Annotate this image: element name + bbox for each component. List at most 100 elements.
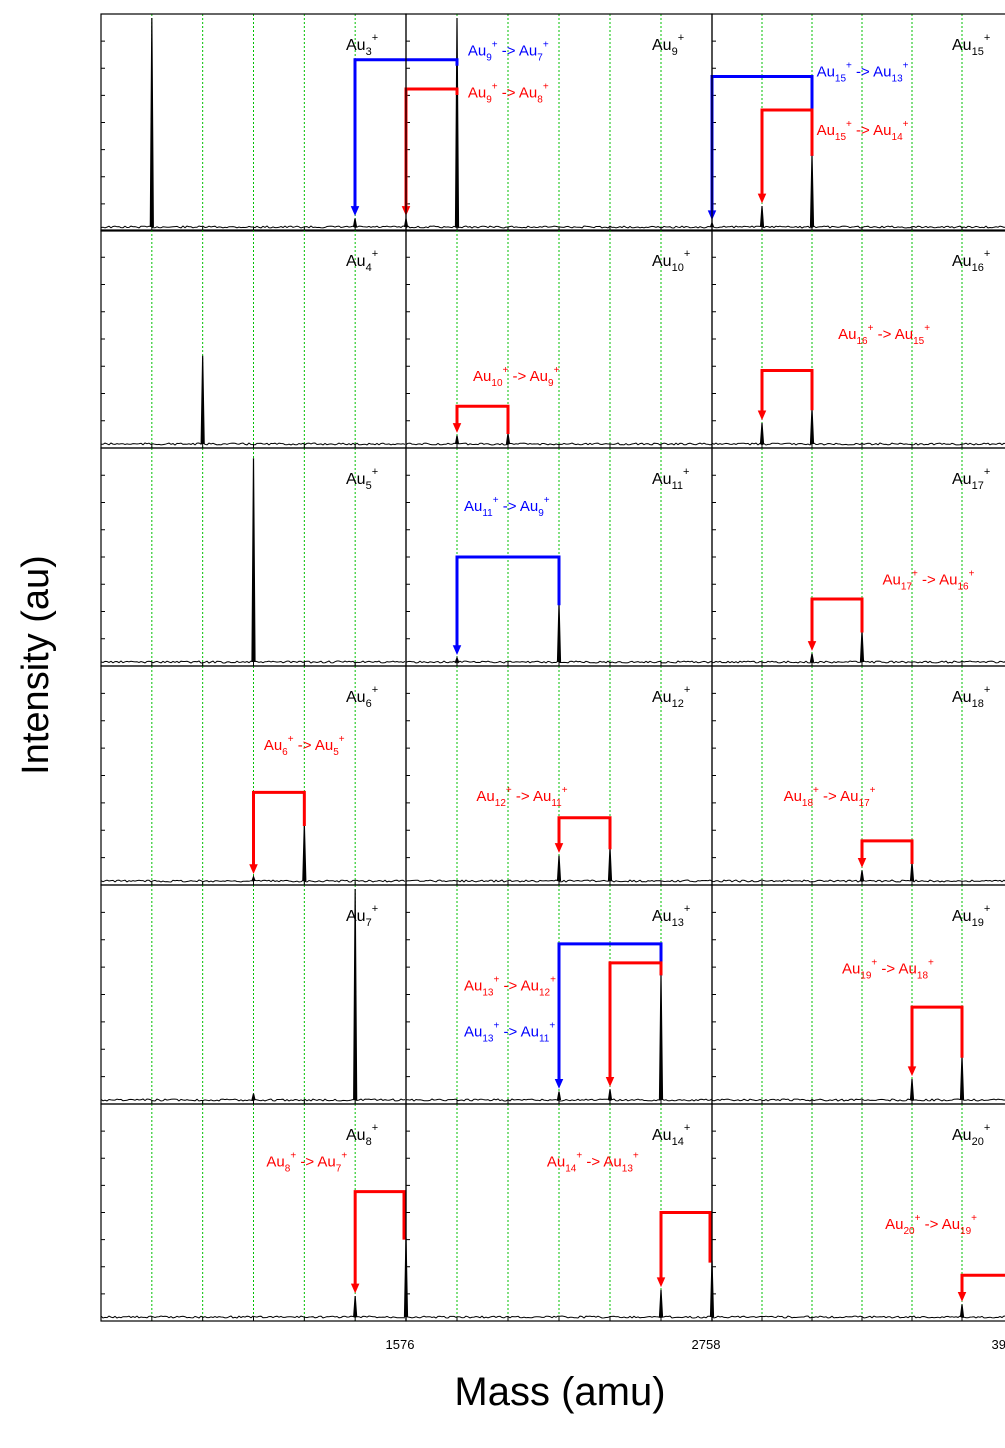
transition-daughter-charge: + [543,81,549,92]
transition-daughter-size: 9 [538,508,544,519]
peak [959,1304,965,1318]
cluster-element: Au [952,908,972,925]
transition-bracket [557,942,663,1082]
peak [809,153,815,228]
panel-au20plus: Au20+ -> Au19+Au20+3940 [711,1103,1005,1352]
peak [607,847,613,882]
spectra-panels: Au3+Au4+Au5+Au6+ -> Au5+Au6+Au7+Au8+ -> … [100,13,1005,1352]
x-tick-label: 1576 [386,1337,415,1352]
cluster-size: 14 [672,1136,684,1148]
cluster-size: 17 [972,480,984,492]
transition-bracket [910,1005,964,1069]
peak [353,888,358,1101]
transition-bracket [810,597,864,644]
transition-daughter-size: 12 [539,987,551,998]
transition-bracket [455,404,510,434]
panel-au8plus: Au8+ -> Au7+Au8+1576 [100,1103,415,1352]
transition-parent: Au [838,326,856,343]
panel-cluster-label: Au17+ [952,466,990,492]
transition-parent-charge: + [506,785,512,796]
transition-daughter-size: 9 [548,378,554,389]
transition-daughter-charge: + [633,1151,639,1162]
cluster-size: 3 [366,46,372,58]
baseline-trace [405,225,713,229]
transition-parent-size: 13 [482,987,494,998]
transition-parent-charge: + [288,734,294,745]
transition-daughter: Au [939,571,957,588]
transition-arrow-text: -> [498,84,519,101]
cluster-size: 5 [366,480,372,492]
transition-arrow-text: -> [508,368,529,385]
baseline-trace [405,879,713,883]
cluster-charge: + [372,248,378,260]
peak [352,218,358,228]
transition-parent-charge: + [846,119,852,130]
panel-cluster-label: Au10+ [652,248,690,274]
peak [251,458,256,663]
transition-arrow-text: -> [498,43,519,60]
transition-label: Au18+ -> Au17+ [784,785,876,809]
transition-parent-size: 6 [282,747,288,758]
transition-parent: Au [784,788,802,805]
cluster-element: Au [652,253,672,270]
transition-arrow-text: -> [918,571,939,588]
cluster-charge: + [684,903,690,915]
transition-parent: Au [264,737,282,754]
peak [556,603,562,663]
transition-daughter-size: 14 [892,132,904,143]
cluster-size: 16 [972,262,984,274]
transition-arrowhead [605,1076,615,1087]
cluster-size: 6 [366,698,372,710]
cluster-size: 20 [972,1136,984,1148]
transition-daughter-size: 13 [892,74,904,85]
transition-daughter: Au [530,368,548,385]
cluster-size: 10 [672,262,684,274]
cluster-element: Au [652,471,672,488]
transition-daughter: Au [899,960,917,977]
transition-daughter: Au [521,1024,539,1041]
baseline-trace [711,660,1005,664]
panel-cluster-label: Au9+ [652,32,684,58]
transition-arrow-text: -> [512,788,533,805]
panel-au9plus: Au9+ -> Au7+Au9+ -> Au8+Au9+ [350,13,713,232]
transition-label: Au10+ -> Au9+ [473,365,560,389]
panel-cluster-label: Au7+ [346,903,378,929]
transition-bracket [608,961,663,1080]
cluster-element: Au [952,37,972,54]
transition-parent-charge: + [912,568,918,579]
cluster-size: 8 [366,1136,372,1148]
cluster-size: 11 [672,480,683,492]
transition-parent: Au [817,64,835,81]
transition-arrowhead [656,1277,666,1288]
cluster-charge: + [372,1122,378,1134]
transition-daughter-size: 11 [551,798,562,809]
transition-parent-charge: + [846,61,852,72]
transition-bracket [353,1190,406,1287]
transition-daughter-size: 5 [333,747,339,758]
transition-bracket [760,369,814,413]
x-tick-label: 2758 [692,1337,721,1352]
transition-parent: Au [464,498,482,515]
transition-parent: Au [473,368,491,385]
panel-cluster-label: Au14+ [652,1122,690,1148]
transition-arrowhead [554,1079,564,1089]
transition-daughter-size: 17 [859,798,871,809]
transition-daughter-charge: + [550,974,556,985]
cluster-charge: + [684,684,690,696]
peak [505,433,511,445]
transition-parent: Au [883,571,901,588]
transition-daughter: Au [840,788,858,805]
cluster-element: Au [346,471,366,488]
transition-daughter-size: 7 [336,1164,342,1175]
transition-daughter-size: 15 [913,336,925,347]
transition-parent: Au [464,1024,482,1041]
transition-parent-size: 8 [285,1164,291,1175]
transition-parent-size: 19 [860,970,872,981]
cluster-element: Au [652,37,672,54]
cluster-element: Au [652,1127,672,1144]
cluster-size: 9 [672,46,678,58]
baseline-trace [711,442,1005,446]
transition-daughter-size: 11 [539,1034,550,1045]
transition-label: Au14+ -> Au13+ [547,1151,639,1175]
transition-parent-charge: + [868,323,874,334]
